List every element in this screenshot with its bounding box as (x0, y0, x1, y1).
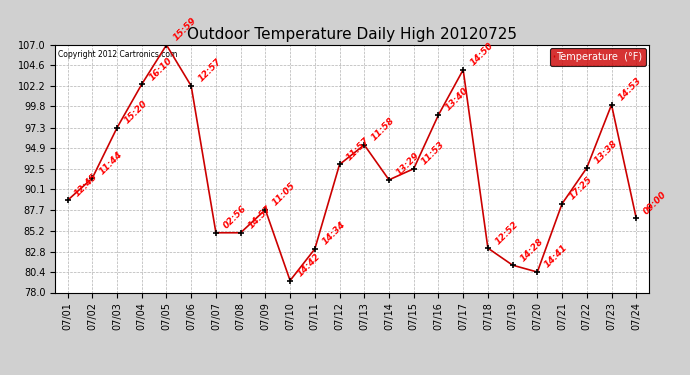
Text: 12:45: 12:45 (73, 171, 100, 198)
Text: 02:56: 02:56 (221, 204, 248, 231)
Text: 12:57: 12:57 (197, 57, 224, 84)
Text: 13:38: 13:38 (592, 139, 619, 166)
Text: 11:58: 11:58 (370, 116, 397, 142)
Text: 15:59: 15:59 (172, 16, 199, 43)
Text: 11:57: 11:57 (345, 136, 372, 162)
Text: 14:28: 14:28 (518, 236, 545, 263)
Text: 14:57: 14:57 (246, 204, 273, 231)
Text: 17:25: 17:25 (568, 175, 594, 202)
Text: 14:53: 14:53 (617, 76, 644, 103)
Text: 15:20: 15:20 (123, 99, 149, 126)
Text: 11:53: 11:53 (420, 140, 446, 166)
Text: 14:41: 14:41 (543, 243, 569, 270)
Text: Copyright 2012 Cartronics.com: Copyright 2012 Cartronics.com (58, 50, 177, 59)
Legend: Temperature  (°F): Temperature (°F) (550, 48, 646, 66)
Text: 11:44: 11:44 (98, 149, 124, 176)
Text: 14:34: 14:34 (320, 220, 347, 247)
Text: 13:29: 13:29 (395, 151, 421, 178)
Text: 09:00: 09:00 (642, 189, 669, 216)
Text: 16:10: 16:10 (147, 56, 174, 82)
Text: 12:52: 12:52 (493, 219, 520, 246)
Text: 14:42: 14:42 (295, 252, 322, 278)
Text: 14:50: 14:50 (469, 41, 495, 68)
Text: 11:05: 11:05 (271, 181, 297, 207)
Text: 13:40: 13:40 (444, 86, 471, 113)
Title: Outdoor Temperature Daily High 20120725: Outdoor Temperature Daily High 20120725 (187, 27, 517, 42)
